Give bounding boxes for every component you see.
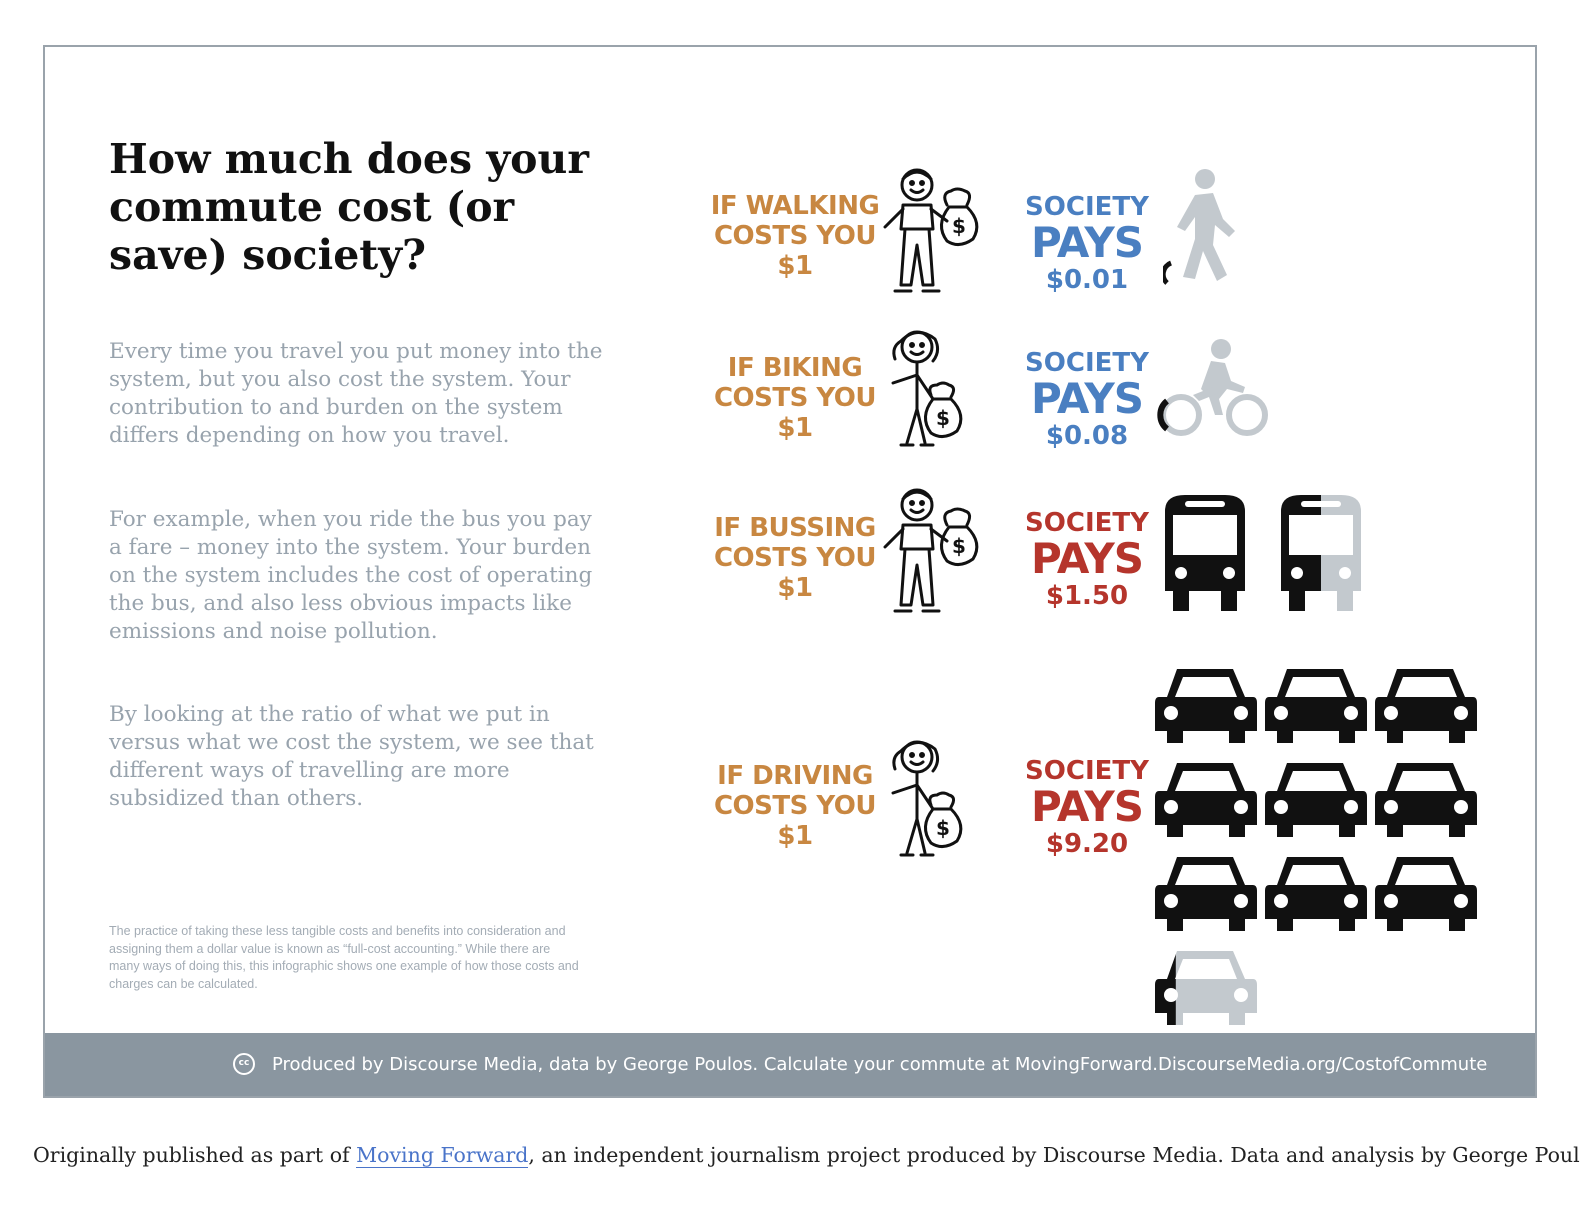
partial-bus-icon	[1281, 495, 1361, 611]
car-icon	[1265, 669, 1367, 743]
driving-cost-label: IF DRIVING COSTS YOU $1	[713, 761, 877, 851]
driving-society-pays: SOCIETY PAYS $9.20	[1025, 756, 1149, 859]
stick-figure-girl-money-bag-icon: $	[891, 740, 963, 857]
car-icon	[1155, 951, 1257, 1025]
infographic-frame: How much does your commute cost (or save…	[43, 45, 1537, 1098]
car-icon	[1265, 763, 1367, 837]
bus-icon	[1165, 495, 1245, 611]
svg-text:$: $	[952, 534, 966, 558]
bussing-cost-label: IF BUSSING COSTS YOU $1	[713, 513, 877, 603]
car-icon	[1155, 763, 1257, 837]
moving-forward-link[interactable]: Moving Forward	[356, 1143, 529, 1168]
car-icon	[1155, 857, 1257, 931]
biking-cost-label: IF BIKING COSTS YOU $1	[713, 353, 877, 443]
fineprint-note: The practice of taking these less tangib…	[109, 924, 579, 991]
credits-text: Produced by Discourse Media, data by Geo…	[272, 1054, 1488, 1075]
car-icon	[1375, 857, 1477, 931]
bicycle-icon	[1157, 339, 1268, 436]
bussing-society-pays: SOCIETY PAYS $1.50	[1025, 508, 1149, 611]
stick-figure-boy-money-bag-icon: $	[883, 168, 979, 293]
walking-cost-label: IF WALKING COSTS YOU $1	[710, 191, 880, 281]
car-icon	[1375, 763, 1477, 837]
creative-commons-icon: cc	[233, 1053, 255, 1075]
biking-society-pays: SOCIETY PAYS $0.08	[1025, 348, 1149, 451]
article-caption: Originally published as part of Moving F…	[33, 1140, 1580, 1170]
car-icon	[1375, 669, 1477, 743]
svg-text:$: $	[936, 406, 950, 430]
svg-text:$: $	[952, 214, 966, 238]
ratio-paragraph: By looking at the ratio of what we put i…	[109, 702, 594, 811]
caption-text-after: , an independent journalism project prod…	[528, 1143, 1580, 1167]
example-paragraph: For example, when you ride the bus you p…	[109, 507, 593, 644]
walking-society-pays: SOCIETY PAYS $0.01	[1025, 192, 1149, 295]
infographic-title: How much does your commute cost (or save…	[109, 135, 589, 279]
car-icon	[1155, 669, 1257, 743]
credits-bar: cc Produced by Discourse Media, data by …	[45, 1033, 1535, 1096]
stick-figure-girl-money-bag-icon: $	[891, 330, 963, 447]
car-icon	[1265, 857, 1367, 931]
caption-text-before: Originally published as part of	[33, 1143, 357, 1167]
walking-person-icon	[1163, 169, 1235, 285]
intro-paragraph: Every time you travel you put money into…	[109, 339, 603, 448]
stick-figure-boy-money-bag-icon: $	[883, 488, 979, 613]
svg-text:$: $	[936, 816, 950, 840]
